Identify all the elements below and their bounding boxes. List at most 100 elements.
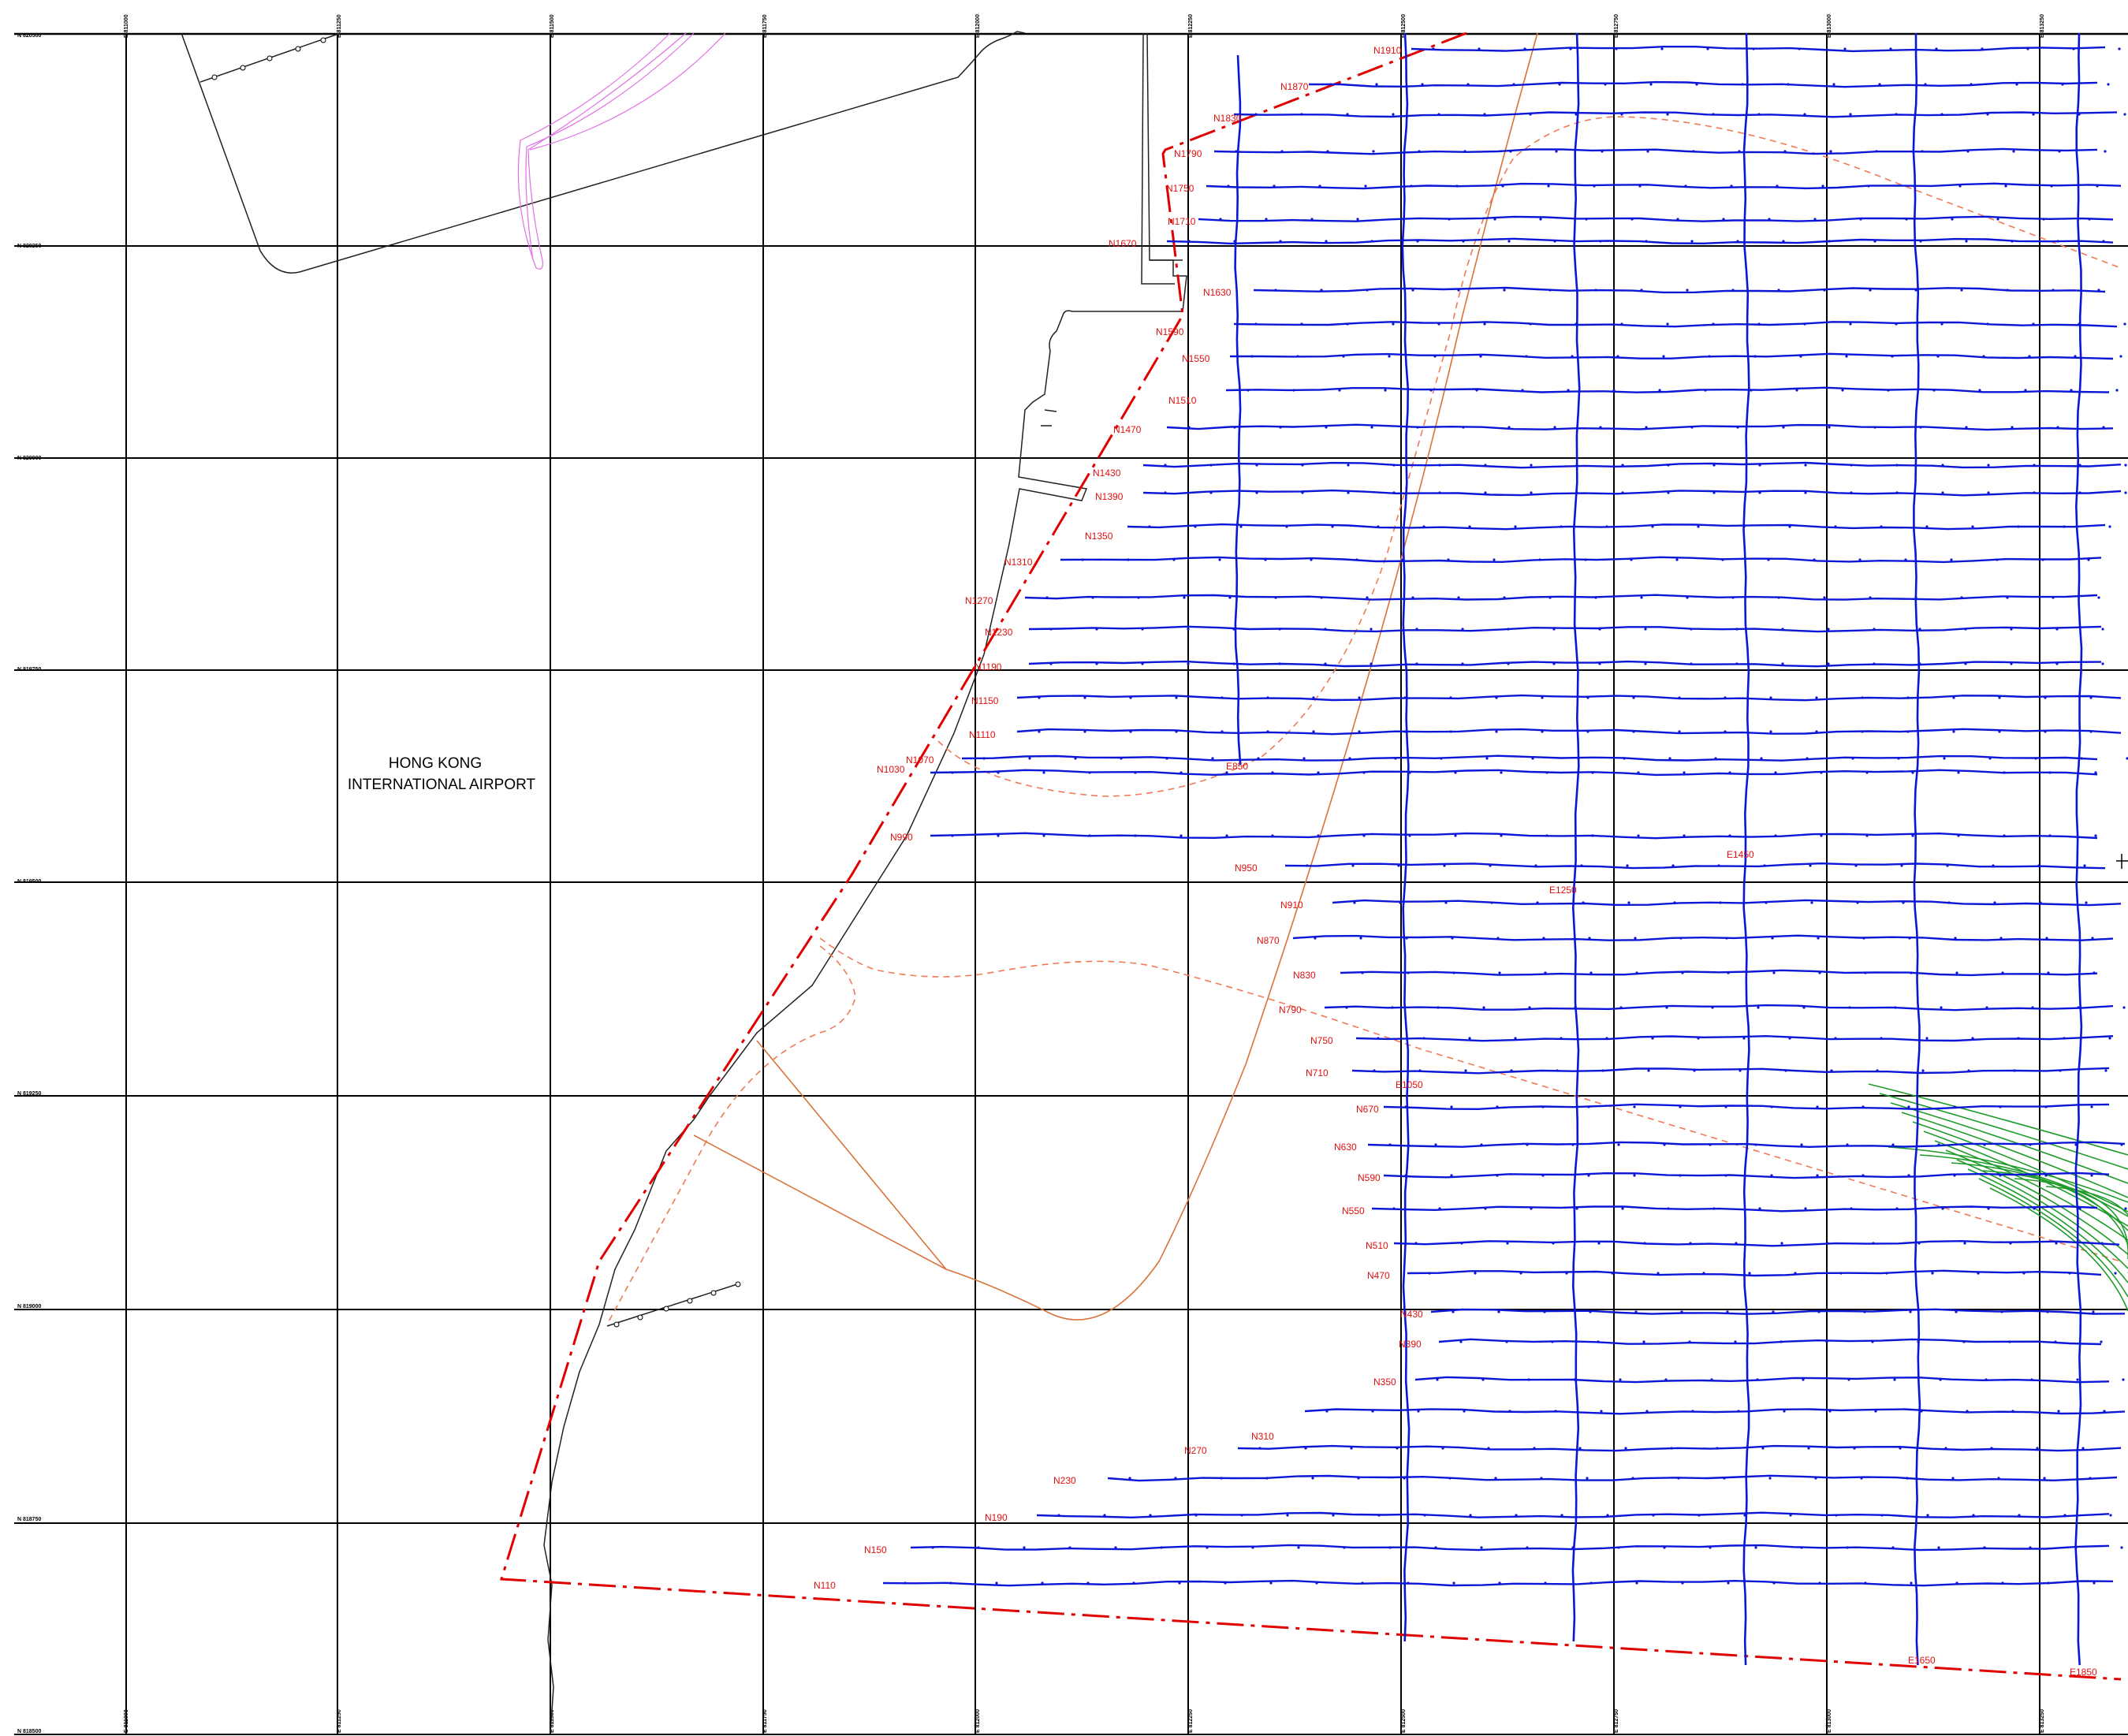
- sounding-point: [1362, 834, 1366, 837]
- approach-markers: [211, 37, 741, 1328]
- sounding-point: [1461, 662, 1464, 665]
- contour-line: [2014, 1178, 2128, 1259]
- sounding-point: [1553, 426, 1556, 429]
- easting-label: E 812500: [1401, 1709, 1407, 1733]
- sounding-point: [1971, 525, 1974, 528]
- sounding-point: [1463, 1410, 1466, 1413]
- sounding-point: [1498, 971, 1501, 974]
- sounding-point: [1997, 1477, 2000, 1480]
- sounding-point: [1588, 937, 1591, 940]
- contour-line: [1934, 1140, 2128, 1241]
- sounding-point: [1599, 426, 1602, 429]
- sounding-point: [2003, 771, 2006, 774]
- sounding-point: [1697, 525, 1700, 528]
- contour-line: [1912, 1121, 2128, 1213]
- sounding-point: [1493, 218, 1496, 221]
- sounding-point: [1187, 240, 1191, 243]
- sounding-point: [1849, 113, 1852, 116]
- sounding-point: [2077, 1006, 2080, 1009]
- sounding-point: [1452, 1310, 1455, 1313]
- sounding-point: [1708, 355, 1711, 358]
- survey-line-label: N750: [1310, 1035, 1333, 1046]
- sounding-point: [1970, 83, 1973, 86]
- sounding-point: [1895, 464, 1899, 467]
- sounding-point: [1725, 937, 1728, 940]
- sounding-point: [1657, 1272, 1660, 1275]
- survey-line-n510: [1393, 1239, 2120, 1247]
- sounding-point: [977, 1546, 980, 1549]
- survey-line-label: N1670: [1109, 238, 1137, 249]
- sounding-point: [2048, 771, 2052, 774]
- sounding-point: [1311, 1477, 1314, 1480]
- sounding-point: [1998, 696, 2001, 699]
- sounding-point: [1684, 184, 1687, 188]
- sounding-point: [1462, 426, 1465, 429]
- sounding-point: [1678, 730, 1681, 733]
- survey-line-n1830: [1233, 111, 2118, 118]
- runway-approach-light: [199, 32, 740, 1327]
- sounding-point: [1679, 1174, 1682, 1177]
- sounding-point: [1772, 971, 1776, 974]
- survey-line-label: N1190: [975, 661, 1002, 672]
- sounding-point: [1723, 1477, 1726, 1480]
- sounding-point: [1578, 1447, 1582, 1450]
- sounding-point: [1910, 1581, 1913, 1585]
- sounding-point: [1411, 289, 1414, 292]
- sounding-point: [1551, 1340, 1554, 1343]
- sounding-point: [1757, 322, 1761, 326]
- sounding-point: [1665, 1006, 1668, 1009]
- sounding-point: [2101, 662, 2104, 665]
- sounding-point: [2011, 240, 2014, 243]
- sounding-point: [1310, 558, 1313, 561]
- survey-boundary: [500, 32, 2122, 1681]
- sounding-point: [1632, 696, 1635, 699]
- sounding-point: [2087, 558, 2090, 561]
- sounding-point: [2126, 757, 2128, 760]
- sounding-point: [1709, 1546, 1712, 1549]
- sounding-point: [1907, 1174, 1910, 1177]
- sounding-point: [1342, 355, 1345, 358]
- sounding-point: [1468, 525, 1471, 528]
- sounding-point: [1906, 730, 1910, 733]
- sounding-point: [1944, 1447, 1947, 1450]
- easting-label: E 811250: [337, 14, 342, 38]
- sounding-point: [1871, 1340, 1874, 1343]
- sounding-point: [1937, 1143, 1940, 1146]
- survey-line-n550: [1371, 1205, 2098, 1213]
- sounding-point: [1175, 696, 1178, 699]
- sounding-point: [1992, 864, 1995, 867]
- sounding-point: [1939, 1378, 1942, 1381]
- sounding-point: [1505, 1340, 1508, 1343]
- sounding-point: [1670, 1447, 1673, 1450]
- survey-line-n270: [1237, 1444, 2122, 1452]
- sounding-point: [1584, 558, 1587, 561]
- sounding-point: [1688, 1340, 1691, 1343]
- sounding-point: [1507, 662, 1510, 665]
- survey-line-n1030: [930, 769, 2098, 777]
- sounding-point: [1781, 662, 1784, 665]
- sounding-point: [1523, 47, 1526, 50]
- sounding-point: [1999, 1105, 2002, 1108]
- sounding-point: [1626, 864, 1629, 867]
- sounding-point: [1690, 426, 1694, 429]
- sounding-point: [1343, 1546, 1346, 1549]
- sounding-point: [1721, 558, 1724, 561]
- sounding-point: [1782, 240, 1785, 243]
- survey-line-label: N1430: [1093, 468, 1121, 479]
- sounding-point: [1127, 558, 1130, 561]
- sounding-point: [1438, 464, 1441, 467]
- sounding-point: [1624, 1447, 1627, 1450]
- sounding-point: [1558, 83, 1561, 86]
- sounding-point: [1224, 1581, 1227, 1585]
- sounding-point: [1717, 864, 1720, 867]
- sounding-point: [1645, 240, 1648, 243]
- survey-line-label: N1310: [1004, 557, 1033, 568]
- sounding-point: [1232, 662, 1235, 665]
- sounding-point: [1235, 150, 1238, 153]
- sounding-point: [1057, 1514, 1060, 1517]
- sounding-point: [1926, 1514, 1929, 1517]
- sounding-point: [1597, 1340, 1600, 1343]
- sounding-point: [904, 1581, 907, 1585]
- sounding-point: [1983, 1546, 1986, 1549]
- sounding-point: [1982, 355, 1985, 358]
